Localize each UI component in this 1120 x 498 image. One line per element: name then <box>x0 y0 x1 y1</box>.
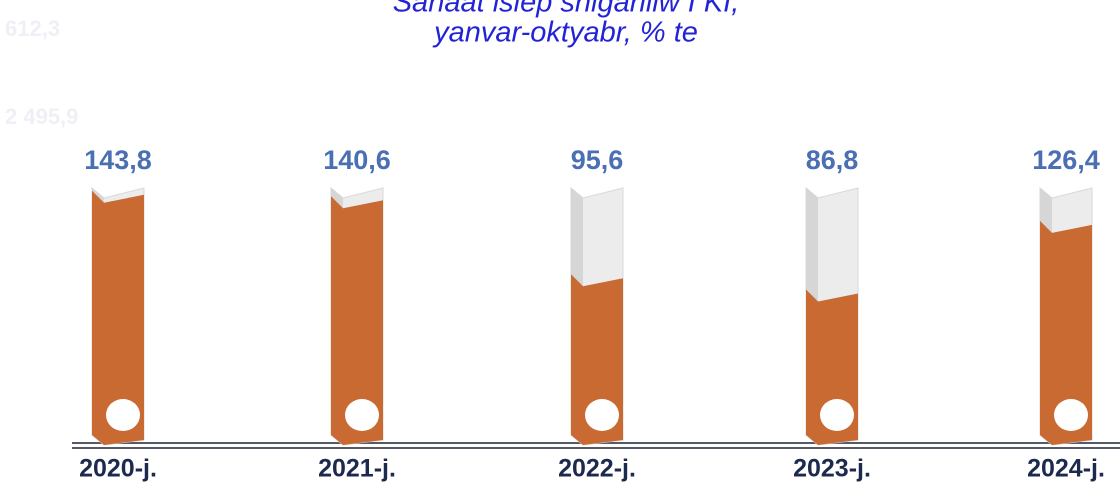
value-label: 95,6 <box>571 145 624 175</box>
value-label: 126,4 <box>1032 145 1100 175</box>
chart-title: yanvar-oktyabr, % te <box>432 17 698 49</box>
x-tick-label: 2020-j. <box>79 455 157 483</box>
chart-title: Sanaat islep shigariliw I KI, <box>393 0 740 19</box>
x-tick-label: 2022-j. <box>558 455 636 483</box>
x-tick-label: 2024-j. <box>1027 455 1105 483</box>
annotation: 612,3 <box>5 16 60 41</box>
bar-decoration <box>345 399 379 431</box>
value-label: 140,6 <box>323 145 391 175</box>
value-label: 143,8 <box>84 145 152 175</box>
bar-decoration <box>1054 399 1088 431</box>
bar <box>92 190 144 445</box>
annotation: 2 495,9 <box>5 104 78 129</box>
x-tick-label: 2023-j. <box>793 455 871 483</box>
value-label: 86,8 <box>806 145 859 175</box>
x-tick-label: 2021-j. <box>318 455 396 483</box>
bar <box>331 196 383 445</box>
bar-decoration <box>585 399 619 431</box>
bar-decoration <box>820 399 854 431</box>
bar-decoration <box>106 399 140 431</box>
bar <box>1040 220 1092 445</box>
